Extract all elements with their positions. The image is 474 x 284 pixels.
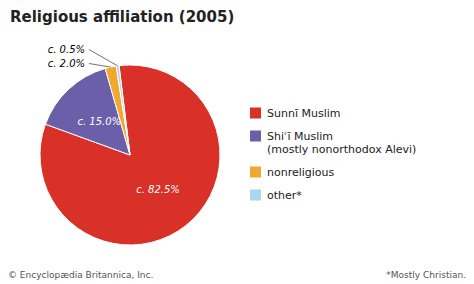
legend-swatch — [250, 131, 261, 142]
footnote: *Mostly Christian. — [386, 270, 466, 280]
data-label: c. 82.5% — [136, 184, 180, 195]
legend-label: Shiʿī Muslim(mostly nonorthodox Alevi) — [267, 130, 416, 156]
leader-line — [89, 50, 118, 66]
leader-line — [89, 64, 111, 68]
legend-label-line: (mostly nonorthodox Alevi) — [267, 143, 416, 156]
legend-swatch — [250, 108, 261, 119]
chart-title: Religious affiliation (2005) — [10, 8, 234, 26]
chart-container: Religious affiliation (2005) c. 82.5% c. 1… — [0, 0, 474, 284]
data-label: c. 0.5% — [48, 44, 85, 55]
legend-swatch — [250, 167, 261, 178]
chart-svg: Religious affiliation (2005) c. 82.5% c. 1… — [0, 0, 474, 284]
legend: Sunnī Muslim Shiʿī Muslim(mostly nonortho… — [250, 107, 416, 202]
pie: c. 82.5% c. 15.0% c. 2.0% c. 0.5% — [40, 44, 220, 245]
legend-label-line: Shiʿī Muslim — [267, 130, 333, 143]
data-label: c. 2.0% — [48, 58, 85, 69]
pie-slice — [40, 65, 220, 245]
legend-swatch — [250, 190, 261, 201]
pie-slice — [105, 66, 130, 155]
pie-slice — [116, 66, 130, 155]
legend-label-line: other* — [267, 189, 302, 202]
footnote: © Encyclopædia Britannica, Inc. — [8, 270, 153, 280]
legend-label-line: Sunnī Muslim — [267, 107, 340, 120]
data-label: c. 15.0% — [77, 116, 121, 127]
legend-label: Sunnī Muslim — [267, 107, 340, 120]
legend-label: nonreligious — [267, 166, 335, 179]
legend-label: other* — [267, 189, 302, 202]
legend-label-line: nonreligious — [267, 166, 335, 179]
